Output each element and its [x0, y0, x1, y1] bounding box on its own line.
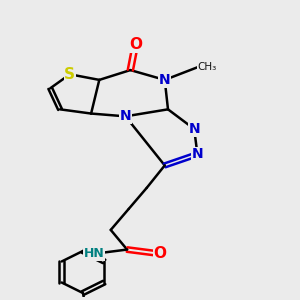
Text: S: S [64, 67, 75, 82]
Text: HN: HN [84, 247, 105, 260]
Text: N: N [159, 73, 170, 87]
Text: O: O [153, 246, 166, 261]
Text: N: N [192, 147, 203, 161]
Text: CH₃: CH₃ [197, 62, 217, 72]
Text: N: N [209, 66, 210, 67]
Text: N: N [188, 122, 200, 136]
Text: N: N [120, 109, 131, 123]
Text: O: O [129, 37, 142, 52]
